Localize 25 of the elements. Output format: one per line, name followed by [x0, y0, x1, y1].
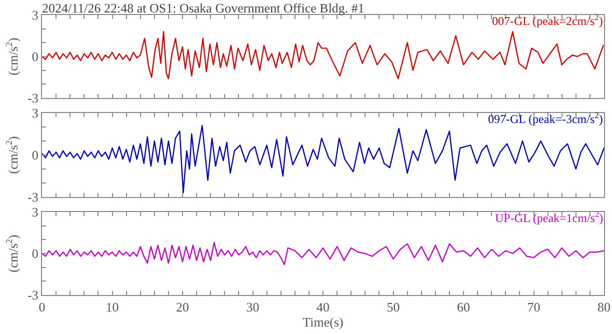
text: UP-GL (peak=1cm/s$^{2}$): [495, 210, 604, 226]
series-label: 097-GL (peak=-3cm/s$^{2}$): [488, 111, 603, 126]
line-series: [42, 242, 604, 266]
x-tick-label: 60: [457, 300, 470, 315]
series-label: 007-GL (peak=2cm/s$^{2}$): [492, 13, 603, 28]
x-tick-label: 80: [598, 300, 610, 315]
x-axis-title: Time(s): [302, 314, 344, 330]
x-tick-label: 50: [386, 300, 400, 315]
x-tick-label: 30: [246, 300, 260, 315]
y-tick-label: 3: [32, 8, 38, 23]
x-tick-label: 10: [106, 300, 119, 315]
x-tick-label: 70: [527, 300, 540, 315]
x-tick-label: 20: [176, 300, 189, 315]
y-tick-label: 0: [32, 49, 38, 64]
line-series: [42, 31, 604, 80]
line-series: [42, 125, 604, 194]
chart-title: 2024/11/26 22:48 at OS1: Osaka Government Office Bldg. #1: [42, 0, 364, 16]
y-tick-label: -3: [28, 288, 38, 303]
y-tick-label: 0: [32, 148, 38, 163]
y-tick-label: 3: [32, 204, 38, 220]
y-tick-label: -3: [28, 90, 38, 106]
x-tick-label: 40: [316, 300, 330, 315]
y-tick-label: -3: [28, 190, 38, 205]
y-tick-label: 0: [32, 246, 38, 262]
y-tick-label: 3: [32, 106, 38, 121]
